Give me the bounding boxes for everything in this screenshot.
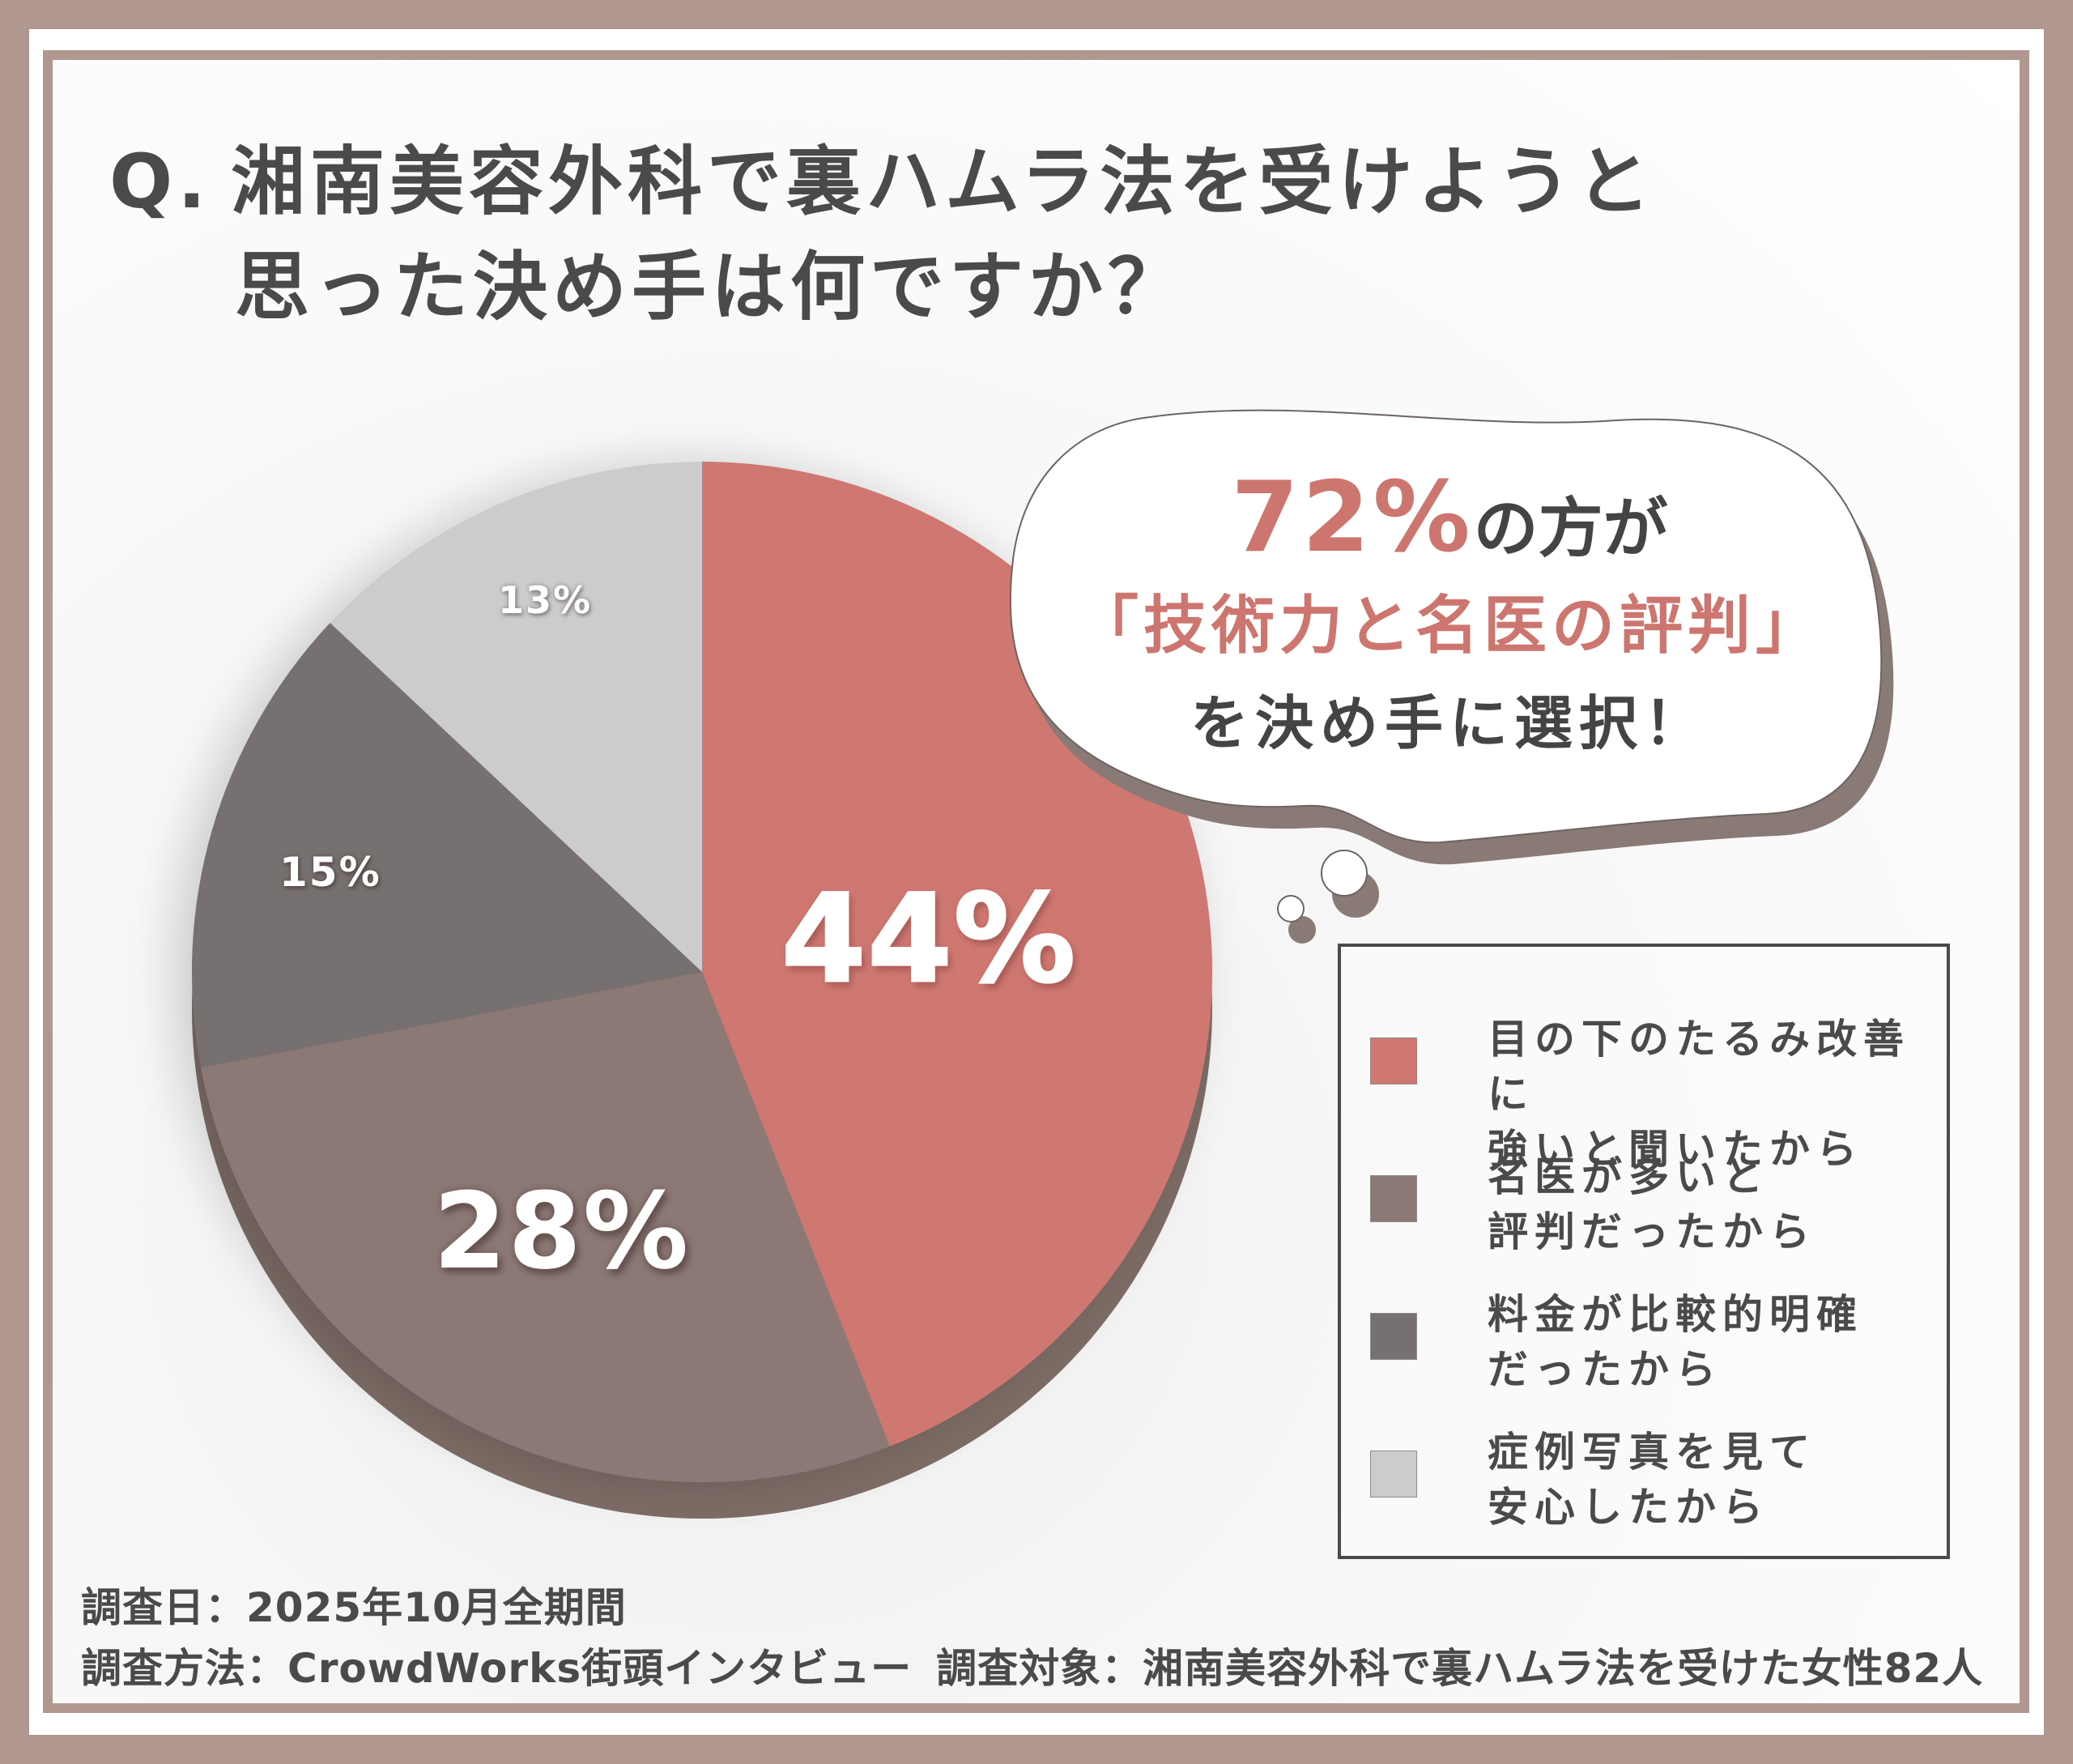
survey-target: 調査対象：湘南美容外科で裏ハムラ法を受けた女性82人 (936, 1645, 1984, 1692)
chart-legend: 目の下のたるみ改善に 強いと聞いたから 名医が多いと 評判だったから 料金が比較… (1338, 944, 1950, 1559)
legend-label: 症例写真を見て 安心したから (1488, 1429, 1816, 1531)
survey-method-target: 調査方法：CrowdWorks街頭インタビュー 調査対象：湘南美容外科で裏ハムラ法… (81, 1636, 1983, 1694)
legend-label: 目の下のたるみ改善に 強いと聞いたから (1488, 1016, 1910, 1173)
legend-swatch-light-gray (1370, 1451, 1417, 1498)
legend-item: 症例写真を見て 安心したから (1370, 1425, 1937, 1538)
survey-method: 調査方法：CrowdWorks街頭インタビュー (81, 1645, 913, 1692)
title-line-1: 湘南美容外科で裏ハムラ法を受けようと (231, 138, 1656, 225)
legend-swatch-red (1370, 1038, 1417, 1084)
callout-text: 72%の方が 「技術力と名医の評判」 を決め手に選択！ (1020, 470, 1879, 772)
callout-line-1: 72%の方が (1020, 470, 1879, 577)
callout-line-1-rest: の方が (1473, 491, 1668, 566)
legend-item: 名医が多いと 評判だったから (1370, 1149, 1937, 1263)
legend-item: 目の下のたるみ改善に 強いと聞いたから (1370, 1012, 1937, 1173)
slice-label-13: 13% (498, 578, 593, 622)
question-title: Q. 湘南美容外科で裏ハムラ法を受けようと 思った決め手は何ですか？ (109, 130, 1996, 340)
callout-line-3: を決め手に選択！ (1190, 689, 1709, 757)
slice-label-28: 28% (433, 1170, 691, 1293)
slice-label-44: 44% (780, 869, 1078, 1010)
legend-item: 料金が比較的明確 だったから (1370, 1287, 1937, 1400)
question-prefix: Q. (109, 138, 211, 225)
legend-swatch-dark-gray (1370, 1313, 1417, 1360)
callout-line-2: 「技術力と名医の評判」 (1075, 590, 1824, 663)
title-line-2: 思った決め手は何ですか？ (235, 244, 1188, 330)
legend-swatch-mauve (1370, 1175, 1417, 1222)
callout-highlight: 72% (1231, 462, 1474, 574)
slice-label-15: 15% (279, 849, 381, 896)
legend-label: 名医が多いと 評判だったから (1488, 1153, 1816, 1255)
survey-date: 調査日：2025年10月全期間 (81, 1584, 627, 1631)
legend-label: 料金が比較的明確 だったから (1488, 1291, 1863, 1393)
